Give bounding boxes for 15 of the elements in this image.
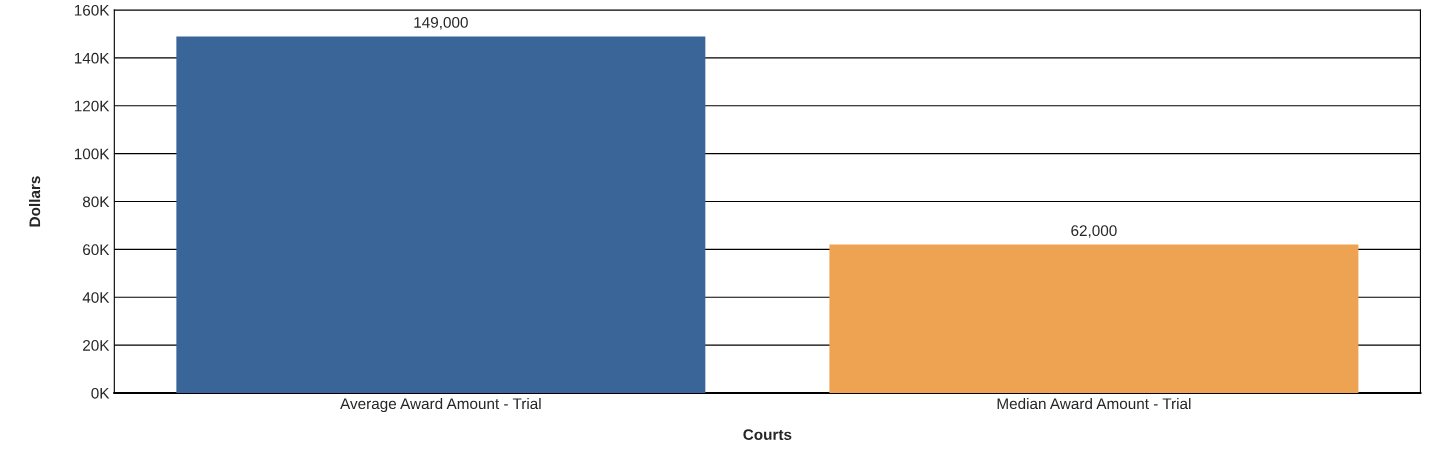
y-tick-label: 60K bbox=[83, 244, 110, 256]
data-label: 62,000 bbox=[1071, 225, 1117, 238]
y-tick-label: 40K bbox=[82, 292, 110, 303]
x-tick-label: Average Award Amount - Trial bbox=[340, 397, 541, 413]
y-tick-label: 20K bbox=[83, 340, 110, 351]
y-tick-label: 0K bbox=[91, 387, 110, 399]
y-axis-title: Dollars bbox=[28, 176, 41, 227]
x-tick-label: Median Award Amount - Trial bbox=[997, 397, 1191, 410]
y-tick-label: 160K bbox=[74, 4, 110, 16]
data-label: 149,000 bbox=[414, 16, 468, 30]
y-tick-label: 100K bbox=[74, 148, 110, 160]
y-tick-label: 80K bbox=[82, 196, 110, 208]
x-axis-title: Courts bbox=[743, 429, 792, 441]
y-tick-label: 120K bbox=[74, 100, 110, 112]
y-tick-label: 140K bbox=[74, 52, 110, 64]
